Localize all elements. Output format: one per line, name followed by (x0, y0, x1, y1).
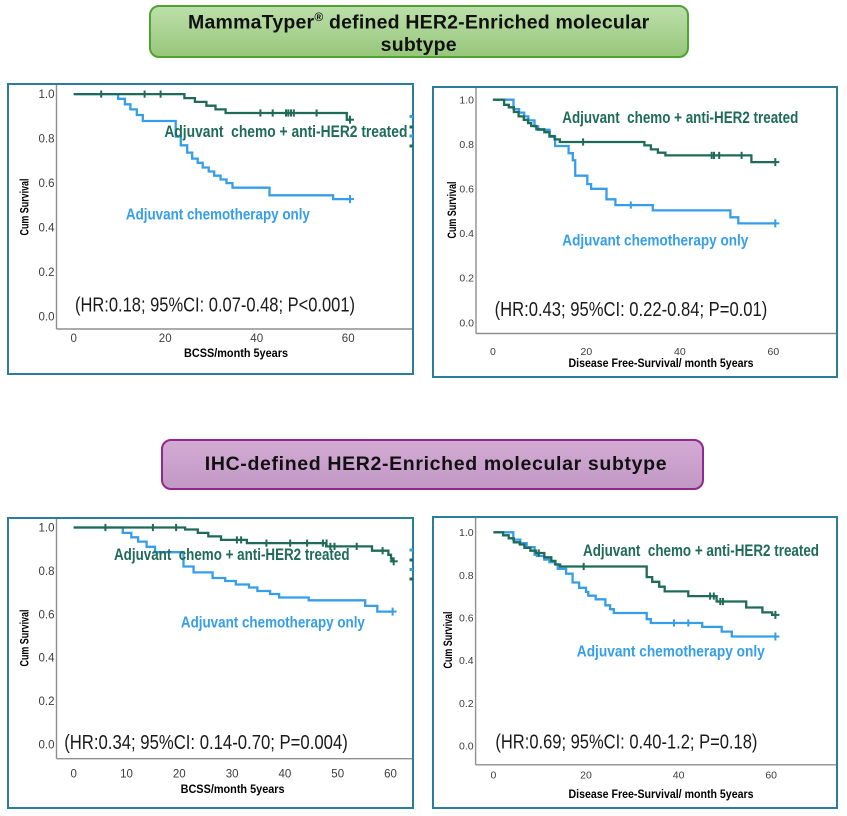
svg-text:(HR:0.18; 95%CI: 0.07-0.48; P<: (HR:0.18; 95%CI: 0.07-0.48; P<0.001) (75, 295, 355, 317)
svg-text:0.6: 0.6 (459, 184, 474, 196)
svg-text:0.8: 0.8 (459, 570, 474, 582)
svg-text:Cum Survival: Cum Survival (18, 610, 32, 667)
svg-text:Adjuvant chemo + anti-HER2 tr: Adjuvant chemo + anti-HER2 treated (114, 545, 350, 564)
svg-text:40: 40 (674, 346, 686, 358)
svg-text:(HR:0.34; 95%CI: 0.14-0.70; P=: (HR:0.34; 95%CI: 0.14-0.70; P=0.004) (64, 732, 348, 754)
svg-text:30: 30 (226, 769, 239, 781)
svg-text:0.0: 0.0 (459, 317, 474, 329)
svg-text:(HR:0.69; 95%CI: 0.40-1.2; P=0: (HR:0.69; 95%CI: 0.40-1.2; P=0.18) (495, 732, 757, 754)
svg-text:Disease Free-Survival/ month 5: Disease Free-Survival/ month 5years (569, 787, 754, 801)
svg-text:10: 10 (120, 769, 133, 781)
svg-text:0.6: 0.6 (459, 613, 474, 625)
svg-text:1.0: 1.0 (39, 523, 55, 535)
svg-text:0.2: 0.2 (39, 696, 55, 708)
svg-text:50: 50 (331, 769, 344, 781)
svg-text:Adjuvant chemo + anti-HER2 tr: Adjuvant chemo + anti-HER2 treated (164, 122, 407, 141)
svg-text:0.4: 0.4 (39, 223, 56, 235)
svg-text:0.2: 0.2 (39, 267, 55, 279)
svg-text:0.0: 0.0 (39, 739, 55, 751)
svg-text:60: 60 (768, 346, 780, 358)
svg-text:0: 0 (70, 769, 76, 781)
svg-text:Adjuvant chemo + anti-HER2 tr: Adjuvant chemo + anti-HER2 treated (583, 541, 819, 560)
svg-text:Cum Survival: Cum Survival (445, 182, 459, 239)
svg-text:0.0: 0.0 (39, 312, 55, 324)
svg-text:60: 60 (342, 333, 355, 345)
svg-text:Cum Survival: Cum Survival (441, 612, 455, 669)
svg-text:0: 0 (490, 770, 496, 782)
svg-text:Adjuvant chemotherapy only: Adjuvant chemotherapy only (562, 233, 748, 250)
svg-text:Adjuvant chemotherapy only: Adjuvant chemotherapy only (126, 207, 310, 224)
svg-text:40: 40 (250, 333, 263, 345)
svg-text:20: 20 (159, 333, 172, 345)
svg-text:0: 0 (490, 346, 496, 358)
svg-text:0.8: 0.8 (39, 134, 55, 146)
svg-text:20: 20 (581, 346, 593, 358)
svg-text:Cum Survival: Cum Survival (18, 179, 32, 236)
svg-text:0.6: 0.6 (39, 609, 55, 621)
svg-text:60: 60 (765, 770, 777, 782)
svg-text:40: 40 (673, 770, 685, 782)
svg-text:Adjuvant chemotherapy only: Adjuvant chemotherapy only (181, 615, 365, 632)
svg-text:Adjuvant chemo + anti-HER2 tr: Adjuvant chemo + anti-HER2 treated (562, 108, 798, 127)
svg-text:40: 40 (279, 769, 292, 781)
svg-text:Adjuvant chemotherapy only: Adjuvant chemotherapy only (577, 643, 765, 660)
svg-text:0: 0 (70, 333, 76, 345)
svg-text:1.0: 1.0 (459, 95, 474, 107)
svg-text:Disease Free-Survival/ month 5: Disease Free-Survival/ month 5years (569, 356, 754, 370)
svg-text:0.4: 0.4 (459, 655, 474, 667)
svg-text:20: 20 (173, 769, 186, 781)
svg-text:0.6: 0.6 (39, 178, 55, 190)
svg-text:BCSS/month 5years: BCSS/month 5years (181, 782, 285, 796)
svg-text:BCSS/month 5years: BCSS/month 5years (184, 346, 288, 360)
svg-text:0.4: 0.4 (39, 653, 56, 665)
svg-text:0.4: 0.4 (459, 228, 474, 240)
svg-text:0.8: 0.8 (459, 139, 474, 151)
svg-text:60: 60 (384, 769, 397, 781)
svg-text:(HR:0.43; 95%CI: 0.22-0.84; P=: (HR:0.43; 95%CI: 0.22-0.84; P=0.01) (495, 299, 768, 321)
svg-text:0.2: 0.2 (459, 273, 474, 285)
svg-text:20: 20 (580, 770, 592, 782)
svg-text:1.0: 1.0 (459, 527, 474, 539)
svg-text:0.0: 0.0 (459, 741, 474, 753)
svg-text:0.8: 0.8 (39, 566, 55, 578)
svg-text:0.2: 0.2 (459, 698, 474, 710)
svg-text:1.0: 1.0 (39, 89, 55, 101)
